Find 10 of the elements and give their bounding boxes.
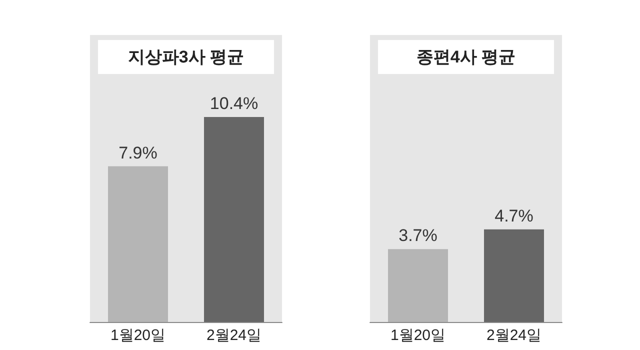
data-label: 10.4%	[210, 94, 258, 113]
x-tick-label: 2월24일	[206, 327, 262, 344]
data-label: 7.9%	[118, 143, 158, 162]
chart-title: 지상파3사 평균	[128, 48, 244, 66]
x-tick-label: 2월24일	[486, 327, 542, 344]
chart-title: 종편4사 평균	[416, 48, 516, 66]
x-tick-label: 1월20일	[110, 327, 166, 344]
data-label: 4.7%	[494, 206, 534, 226]
x-tick-label: 1월20일	[390, 327, 446, 344]
data-label: 3.7%	[398, 226, 438, 246]
